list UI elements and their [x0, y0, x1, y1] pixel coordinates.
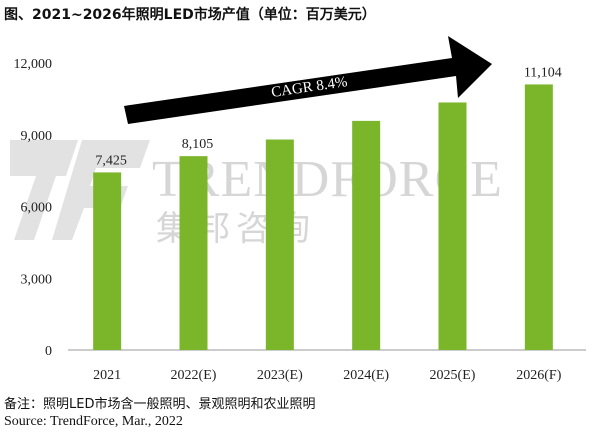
y-tick-label: 0: [45, 344, 52, 359]
source-note: Source: TrendForce, Mar., 2022: [4, 414, 183, 429]
x-tick-label: 2022(E): [171, 368, 217, 383]
data-labels: 7,425 8,105 11,104: [95, 65, 561, 168]
y-tick-label: 6,000: [21, 201, 53, 216]
bar: [265, 139, 294, 350]
x-tick-label: 2021: [93, 368, 121, 383]
bar: [93, 172, 122, 350]
bar: [438, 102, 467, 351]
y-tick-label: 9,000: [21, 129, 53, 144]
y-tick-label: 3,000: [21, 272, 53, 287]
bar-series: [93, 84, 553, 351]
trendforce-logo-icon: [10, 140, 150, 240]
footnote: 备注：照明LED市场含一般照明、景观照明和农业照明: [4, 397, 316, 412]
x-tick-label: 2025(E): [430, 368, 476, 383]
trendforce-watermark: TRENDFORCE 集邦咨询: [10, 140, 502, 249]
y-axis-ticks: 0 3,000 6,000 9,000 12,000: [14, 57, 53, 359]
x-tick-label: 2024(E): [343, 368, 389, 383]
data-label: 11,104: [524, 65, 562, 80]
chart-title: 图、2021~2026年照明LED市场产值（单位：百万美元）: [4, 7, 376, 23]
bar: [179, 156, 208, 350]
x-tick-label: 2026(F): [516, 368, 561, 383]
data-label: 8,105: [182, 137, 214, 152]
y-tick-label: 12,000: [14, 57, 53, 72]
cagr-arrow: CAGR 8.4%: [124, 36, 492, 124]
x-tick-label: 2023(E): [257, 368, 303, 383]
data-label: 7,425: [95, 153, 127, 168]
bar: [352, 120, 381, 351]
x-axis-labels: 2021 2022(E) 2023(E) 2024(E) 2025(E) 2026(F): [93, 368, 562, 383]
bar: [524, 84, 553, 351]
cagr-arrow-shape: [124, 36, 492, 124]
